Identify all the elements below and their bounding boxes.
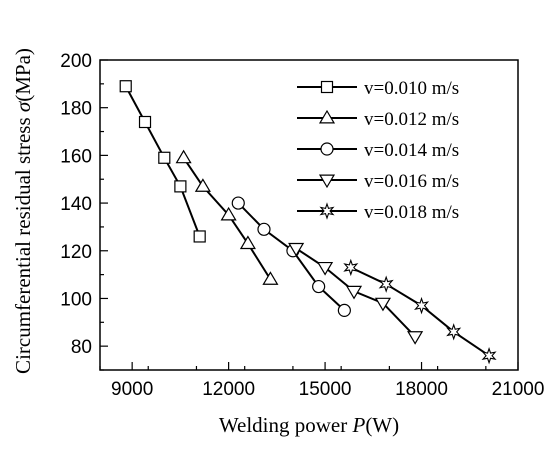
data-point — [446, 323, 462, 341]
data-point — [378, 275, 394, 293]
data-point — [194, 178, 211, 192]
series-line — [350, 266, 490, 357]
legend-entry: v=0.010 m/s — [297, 78, 459, 99]
legend-marker — [318, 109, 336, 124]
data-point — [343, 258, 359, 277]
data-point — [231, 196, 245, 210]
y-tick-label: 80 — [71, 337, 92, 358]
x-axis-title: Welding power P(W) — [219, 413, 399, 437]
legend-entry: v=0.018 m/s — [297, 202, 459, 223]
legend-marker — [319, 202, 335, 220]
data-point — [220, 206, 237, 221]
plot-frame — [99, 59, 519, 371]
data-point — [239, 235, 256, 250]
data-point — [317, 261, 334, 276]
x-tick-label: 21000 — [492, 379, 545, 400]
legend-label: v=0.012 m/s — [364, 109, 459, 130]
legend-entry: v=0.012 m/s — [297, 109, 459, 130]
series-2 — [175, 149, 279, 285]
data-point — [262, 271, 279, 285]
series-1 — [119, 80, 206, 243]
series-layer — [119, 80, 497, 365]
series-5 — [343, 258, 497, 365]
legend-marker — [320, 142, 334, 156]
data-point — [257, 222, 271, 236]
series-4 — [288, 242, 424, 345]
x-tick-label: 18000 — [395, 379, 448, 400]
x-tick-label: 15000 — [299, 379, 352, 400]
legend-marker — [320, 80, 334, 94]
y-tick-label: 160 — [60, 146, 92, 167]
y-axis-title: Circumferential residual stress σ(MPa) — [11, 48, 35, 374]
data-point — [288, 242, 305, 257]
data-point — [174, 180, 187, 193]
y-tick-label: 180 — [60, 99, 92, 120]
data-point — [374, 297, 392, 312]
data-point — [481, 346, 497, 365]
legend-label: v=0.014 m/s — [364, 140, 459, 161]
data-point — [407, 331, 424, 345]
data-point — [119, 80, 132, 93]
x-tick-label: 12000 — [202, 379, 255, 400]
legend-label: v=0.010 m/s — [364, 78, 459, 99]
data-point — [175, 149, 192, 164]
data-point — [337, 303, 351, 317]
data-point — [138, 115, 152, 129]
legend-label: v=0.016 m/s — [364, 171, 459, 192]
legend-entry: v=0.016 m/s — [297, 171, 459, 192]
y-tick-label: 200 — [60, 51, 92, 72]
y-tick-label: 100 — [60, 289, 92, 310]
data-point — [158, 151, 171, 164]
legend-entry: v=0.014 m/s — [297, 140, 459, 161]
legend: v=0.010 m/s v=0.012 m/s v=0.014 m/s v=0.016… — [297, 78, 459, 223]
legend-marker — [318, 174, 336, 189]
y-tick-label: 140 — [60, 194, 92, 215]
x-axis-ticks: 9000 12000 15000 18000 21000 — [99, 362, 545, 400]
legend-label: v=0.018 m/s — [364, 202, 459, 223]
data-point — [345, 285, 363, 300]
data-point — [414, 296, 430, 315]
data-point — [312, 279, 326, 294]
x-tick-label: 9000 — [111, 379, 153, 400]
y-axis-ticks: 80 100 120 140 160 180 200 — [60, 51, 108, 371]
y-tick-label: 120 — [60, 242, 92, 263]
plot-area — [99, 59, 519, 371]
data-point — [193, 230, 206, 243]
